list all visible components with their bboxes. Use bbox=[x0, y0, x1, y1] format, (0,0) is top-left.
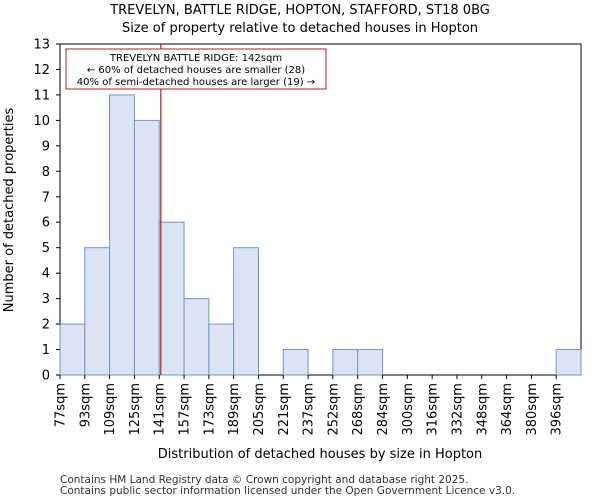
y-tick-label: 13 bbox=[33, 38, 50, 53]
y-tick-label: 6 bbox=[42, 216, 50, 231]
x-axis-ticks: 77sqm 93sqm 109sqm 125sqm 141sqm 157sqm 173sqm… bbox=[54, 375, 565, 436]
bar-77sqm bbox=[59, 323, 86, 376]
bar-221sqm bbox=[282, 349, 309, 376]
plot-frame bbox=[59, 43, 582, 376]
y-axis-label: Number of detached properties bbox=[2, 108, 17, 313]
x-tick-label: 364sqm bbox=[500, 383, 515, 436]
bar-396sqm bbox=[555, 349, 582, 376]
x-tick-label: 316sqm bbox=[426, 383, 441, 436]
x-tick-label: 173sqm bbox=[202, 383, 217, 436]
annotation-frame bbox=[65, 48, 327, 90]
x-tick-label: 205sqm bbox=[252, 383, 267, 436]
x-tick-label: 348sqm bbox=[475, 383, 490, 436]
x-tick-label: 284sqm bbox=[376, 383, 391, 436]
x-tick-label: 109sqm bbox=[103, 383, 118, 436]
x-tick-label: 332sqm bbox=[450, 383, 465, 436]
y-tick-label: 12 bbox=[33, 63, 50, 78]
bar-93sqm bbox=[84, 247, 111, 376]
x-tick-label: 396sqm bbox=[550, 383, 565, 436]
x-tick-label: 77sqm bbox=[54, 383, 69, 427]
x-tick-label: 141sqm bbox=[153, 383, 168, 436]
bar-189sqm bbox=[233, 247, 259, 376]
bar-157sqm bbox=[183, 298, 210, 376]
bars bbox=[59, 94, 582, 376]
y-tick-label: 4 bbox=[42, 267, 50, 282]
annotation-box: TREVELYN BATTLE RIDGE: 142sqm ← 60% of d… bbox=[65, 48, 327, 90]
annotation-line-3: 40% of semi-detached houses are larger (… bbox=[77, 77, 315, 88]
x-tick-label: 268sqm bbox=[351, 383, 366, 436]
x-tick-label: 237sqm bbox=[302, 383, 317, 436]
y-tick-label: 7 bbox=[42, 190, 50, 205]
bar-109sqm bbox=[109, 94, 135, 376]
x-tick-label: 300sqm bbox=[401, 383, 416, 436]
bar-252sqm bbox=[332, 349, 359, 376]
bar-268sqm bbox=[357, 349, 384, 376]
y-tick-label: 3 bbox=[42, 292, 50, 307]
chart-subtitle: Size of property relative to detached ho… bbox=[122, 21, 478, 36]
y-tick-label: 8 bbox=[42, 165, 50, 180]
chart-title: TREVELYN, BATTLE RIDGE, HOPTON, STAFFORD… bbox=[109, 3, 490, 18]
bar-173sqm bbox=[208, 323, 235, 376]
x-tick-label: 221sqm bbox=[277, 383, 292, 436]
y-tick-label: 9 bbox=[42, 139, 50, 154]
x-axis-label: Distribution of detached houses by size … bbox=[158, 447, 483, 462]
x-tick-label: 125sqm bbox=[128, 383, 143, 436]
x-tick-label: 93sqm bbox=[78, 383, 93, 427]
x-tick-label: 252sqm bbox=[326, 383, 341, 436]
footer-line-2: Contains public sector information licen… bbox=[60, 485, 515, 497]
x-tick-label: 189sqm bbox=[227, 383, 242, 436]
y-tick-label: 2 bbox=[42, 318, 50, 333]
annotation-line-1: TREVELYN BATTLE RIDGE: 142sqm bbox=[109, 53, 282, 64]
bar-141sqm bbox=[158, 221, 185, 376]
bar-125sqm bbox=[133, 119, 160, 376]
y-tick-label: 10 bbox=[33, 114, 50, 129]
footer-line-1: Contains HM Land Registry data © Crown c… bbox=[60, 474, 468, 486]
y-tick-label: 0 bbox=[42, 369, 50, 384]
y-tick-label: 1 bbox=[42, 343, 50, 358]
y-tick-label: 5 bbox=[42, 241, 50, 256]
y-tick-label: 11 bbox=[33, 88, 50, 103]
x-tick-label: 380sqm bbox=[525, 383, 540, 436]
annotation-line-2: ← 60% of detached houses are smaller (28… bbox=[87, 65, 305, 76]
x-tick-label: 157sqm bbox=[178, 383, 193, 436]
